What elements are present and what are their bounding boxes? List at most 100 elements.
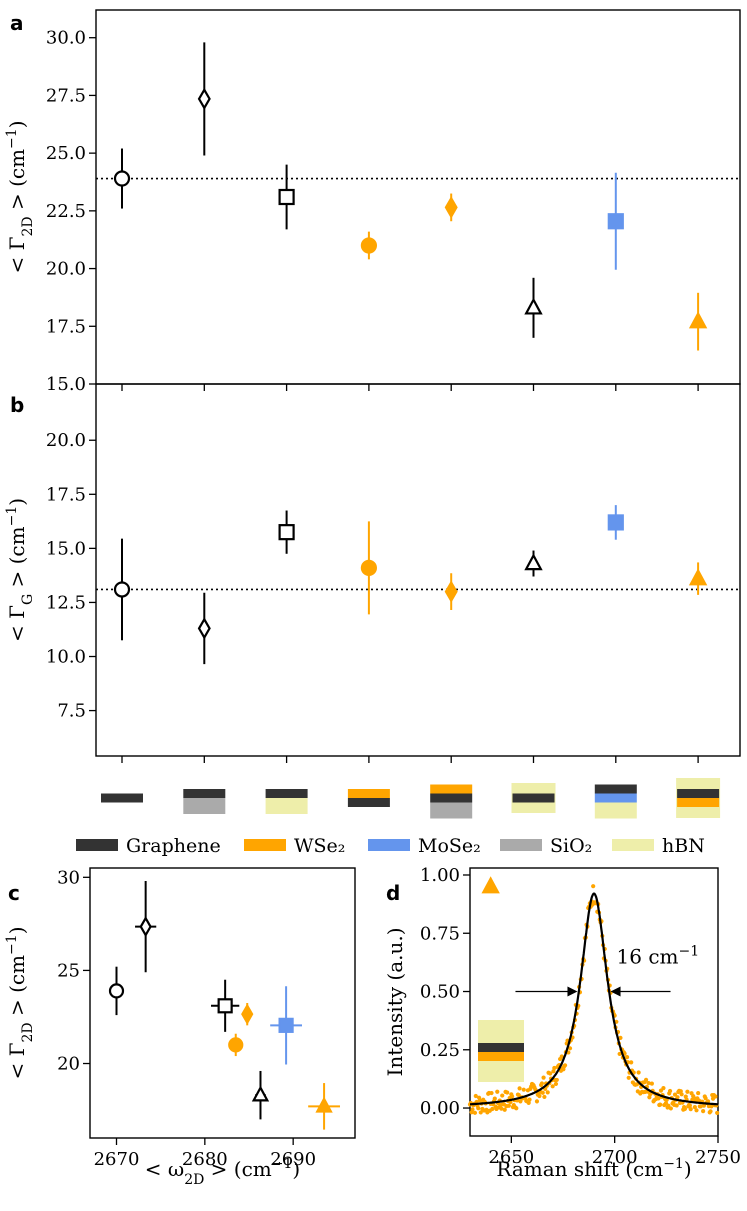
y-axis-label-part: > (cm [5,955,29,1022]
y-tick-label: 0.25 [420,1040,460,1061]
legend-label: Graphene [126,835,221,857]
legend-swatch [76,839,118,851]
y-tick-label: 22.5 [46,201,86,222]
y-tick-label: 12.5 [46,592,86,613]
y-tick-label: 17.5 [46,316,86,337]
x-tick-label: 2750 [695,1147,741,1168]
x-tick-label: 2700 [592,1147,638,1168]
y-tick-label: 1.00 [420,865,460,886]
spectrum-point [708,1109,713,1114]
schematic-layer [478,1043,524,1052]
spectrum-point [629,1060,634,1065]
x-axis-label-part: ) [292,1157,300,1181]
data-point [315,1096,333,1113]
data-point [251,1085,270,1102]
spectrum-point [540,1090,545,1095]
schematic-layer [430,784,473,794]
schematic-stack [430,784,473,819]
plot-frame [95,9,741,385]
x-axis-label-part: > (cm [204,1157,271,1181]
legend-label: WSe₂ [294,835,345,857]
data-point [241,1003,254,1025]
spectrum-point [643,1077,649,1082]
data-point [228,1037,244,1053]
legend-item: SiO₂ [500,835,592,857]
spectrum-point [500,1093,505,1098]
spectrum-point [476,1106,481,1111]
x-axis-label-part: 2D [184,1172,204,1188]
spectrum-point [527,1097,532,1102]
panel-letter-b: b [10,393,24,417]
data-point [607,213,624,230]
fwhm-arrowhead-left [567,986,578,997]
spectrum-point [624,1055,630,1060]
y-tick-label: 15.0 [46,374,86,395]
schematic-stack [101,793,143,803]
spectrum-point [526,1100,531,1105]
spectrum-point [618,1035,623,1040]
y-axis-label-part: −1 [4,934,20,955]
panel-letter-a: a [10,11,24,35]
x-axis-label-part: Raman shift (cm [496,1157,663,1181]
schematic-stack [183,789,226,814]
spectrum-point [539,1081,545,1086]
y-tick-label: 7.5 [57,701,86,722]
spectrum-point [502,1107,507,1112]
x-axis-label: Raman shift (cm−1) [496,1156,691,1181]
spectrum-point [705,1099,711,1104]
y-axis-label-part: −1 [4,128,20,149]
spectrum-point [674,1103,679,1108]
schematic-layer [594,802,637,819]
spectrum-point [666,1103,671,1108]
data-point [444,580,458,603]
legend-swatch [612,839,654,851]
legend-item: Graphene [76,835,221,857]
x-axis-label: < ω2D > (cm−1) [145,1156,300,1188]
x-tick-label: 2680 [182,1149,228,1170]
spectrum-point [668,1106,673,1111]
spectrum-point [542,1094,547,1100]
panel-letter-c: c [8,881,20,905]
sample-schematic [478,1020,524,1082]
spectrum-point [626,1075,631,1080]
y-axis-label-part: 2D [20,1022,36,1042]
spectrum-point [510,1094,515,1099]
spectrum-point [495,1089,500,1094]
schematic-layer [430,793,473,803]
legend-item: MoSe₂ [368,835,481,857]
schematic-layer [265,798,308,814]
schematic-stack [594,784,637,819]
spectrum-point [472,1110,478,1115]
data-point [607,514,624,531]
y-tick-label: 27.5 [46,85,86,106]
spectrum-point [554,1077,559,1083]
spectrum-point [661,1086,666,1091]
spectrum-point [667,1088,673,1094]
spectrum-point [505,1090,510,1095]
y-axis-label: < Γ2D > (cm−1) [4,926,36,1079]
spectrum-point [559,1054,564,1059]
data-point [688,568,708,586]
plot-frame [95,383,741,757]
data-point [524,297,543,315]
spectrum-point [470,1107,475,1112]
spectrum-point [703,1096,708,1101]
spectrum-point [675,1095,680,1100]
spectrum-point [617,1051,622,1057]
x-axis-label-part: ) [684,1157,692,1181]
spectrum-point [550,1084,555,1089]
y-axis-label-part: < Γ [5,1042,29,1079]
data-point [197,87,211,111]
spectrum-point [591,884,596,889]
schematic-layer [512,793,555,803]
schematic-stack [676,778,721,818]
spectrum-point [567,1046,573,1051]
spectrum-point [636,1070,641,1075]
y-axis-label-part: > (cm [5,526,29,593]
panel-a-chart: 15.0 17.5 20.0 22.5 25.0 27.5 30.0 < Γ2D > (cm−… [4,9,741,395]
spectrum-point [562,1063,568,1068]
sample-marker [481,876,500,894]
y-tick-label: 10.0 [46,647,86,668]
